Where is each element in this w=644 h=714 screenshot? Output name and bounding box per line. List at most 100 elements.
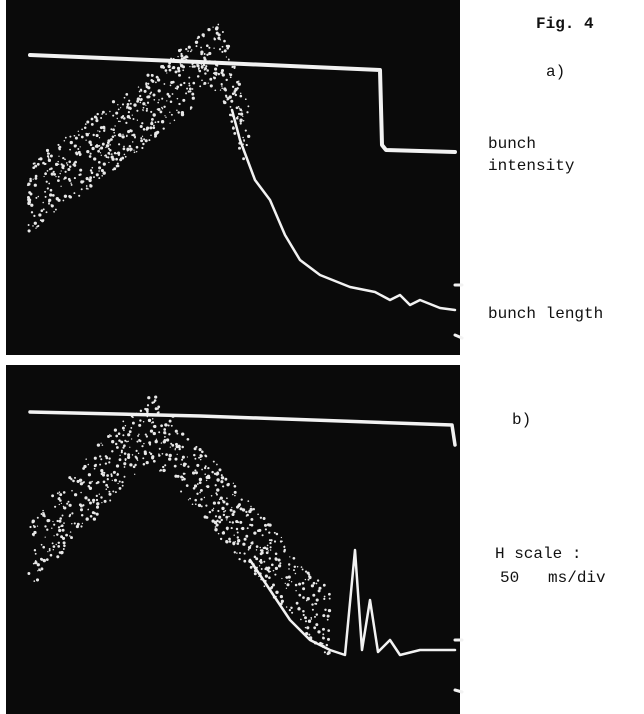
speckle-dot bbox=[266, 544, 269, 547]
speckle-dot bbox=[40, 209, 44, 212]
speckle-dot bbox=[247, 546, 252, 550]
speckle-dot bbox=[34, 552, 37, 555]
speckle-dot bbox=[79, 508, 84, 512]
speckle-dot bbox=[217, 501, 221, 505]
speckle-dot bbox=[115, 111, 119, 115]
speckle-dot bbox=[214, 526, 217, 528]
speckle-dot bbox=[108, 457, 111, 460]
speckle-dot bbox=[285, 576, 289, 579]
speckle-dot bbox=[55, 175, 57, 178]
speckle-dot bbox=[249, 566, 253, 569]
speckle-dot bbox=[218, 515, 222, 519]
speckle-dot bbox=[156, 78, 161, 82]
speckle-dot bbox=[176, 87, 179, 90]
speckle-dot bbox=[193, 447, 197, 451]
length-trace-b bbox=[248, 548, 457, 657]
speckle-dot bbox=[226, 519, 228, 521]
speckle-dot bbox=[60, 525, 62, 528]
speckle-dot bbox=[200, 46, 203, 49]
speckle-dot bbox=[152, 431, 156, 436]
speckle-dot bbox=[57, 541, 61, 545]
speckle-dot bbox=[70, 182, 72, 184]
speckle-dot bbox=[58, 519, 62, 523]
speckle-dot bbox=[192, 81, 196, 85]
speckle-dot bbox=[233, 89, 237, 93]
speckle-dot bbox=[322, 633, 325, 636]
speckle-dot bbox=[110, 473, 113, 476]
speckle-dot bbox=[105, 483, 108, 487]
speckle-dot bbox=[194, 469, 197, 472]
speckle-dot bbox=[283, 545, 286, 547]
speckle-dot bbox=[327, 608, 332, 613]
speckle-dot bbox=[306, 626, 310, 630]
speckle-dot bbox=[203, 53, 206, 55]
speckle-dot bbox=[216, 488, 220, 492]
speckle-dot bbox=[218, 520, 222, 524]
speckle-dot bbox=[194, 40, 199, 44]
speckle-dot bbox=[177, 111, 180, 114]
speckle-dot bbox=[28, 197, 31, 199]
speckle-dot bbox=[246, 111, 249, 114]
speckle-dot bbox=[220, 476, 225, 480]
speckle-dot bbox=[142, 463, 146, 466]
speckle-dot bbox=[63, 522, 65, 524]
speckle-dot bbox=[253, 572, 257, 576]
speckle-dot bbox=[157, 76, 159, 79]
speckle-dot bbox=[48, 168, 51, 171]
speckle-dot bbox=[191, 92, 195, 96]
speckle-dot bbox=[105, 144, 110, 148]
speckle-dot bbox=[120, 440, 124, 444]
speckle-dot bbox=[103, 471, 106, 474]
speckle-dot bbox=[233, 551, 236, 554]
speckle-dot bbox=[166, 72, 168, 74]
speckle-dot bbox=[265, 566, 268, 569]
speckle-dot bbox=[84, 123, 87, 125]
speckle-dot bbox=[245, 534, 249, 538]
annotation: bunch length bbox=[488, 305, 603, 323]
speckle-dot bbox=[217, 36, 221, 40]
speckle-dot bbox=[117, 151, 121, 155]
speckle-dot bbox=[61, 528, 65, 532]
speckle-dot bbox=[243, 139, 246, 142]
speckle-dot bbox=[161, 97, 164, 100]
speckle-dot bbox=[182, 65, 185, 69]
speckle-dot bbox=[293, 565, 297, 569]
speckle-dot bbox=[222, 500, 226, 504]
speckle-dot bbox=[69, 513, 72, 516]
speckle-dot bbox=[43, 163, 46, 166]
speckle-dot bbox=[123, 429, 125, 432]
speckle-dot bbox=[121, 484, 124, 487]
speckle-dot bbox=[290, 606, 293, 610]
speckle-dot bbox=[142, 457, 145, 460]
speckle-dot bbox=[133, 151, 136, 154]
speckle-dot bbox=[151, 79, 155, 83]
speckle-dot bbox=[191, 96, 195, 100]
speckle-dot bbox=[230, 99, 234, 103]
speckle-dot bbox=[136, 440, 139, 443]
speckle-dot bbox=[180, 490, 183, 493]
speckle-dot bbox=[163, 469, 166, 472]
figure-label: Fig. 4 bbox=[536, 15, 594, 33]
speckle-dot bbox=[241, 526, 245, 531]
speckle-dot bbox=[221, 87, 223, 90]
speckle-dot bbox=[168, 453, 172, 458]
speckle-dot bbox=[104, 154, 107, 157]
speckle-dot bbox=[104, 462, 108, 465]
speckle-dot bbox=[27, 229, 31, 233]
speckle-dot bbox=[242, 157, 246, 161]
speckle-dot bbox=[62, 548, 65, 550]
speckle-dot bbox=[145, 107, 149, 110]
speckle-dot bbox=[224, 94, 228, 97]
speckle-dot bbox=[198, 481, 202, 485]
speckle-dot bbox=[131, 454, 134, 456]
speckle-dot bbox=[237, 539, 241, 543]
speckle-dot bbox=[300, 566, 303, 568]
speckle-dot bbox=[304, 626, 307, 629]
speckle-dot bbox=[34, 174, 38, 178]
speckle-dot bbox=[153, 399, 157, 402]
speckle-dot bbox=[163, 428, 167, 431]
speckle-dot bbox=[108, 161, 110, 164]
speckle-dot bbox=[191, 503, 194, 505]
speckle-dot bbox=[199, 488, 203, 492]
panel-label: a) bbox=[546, 63, 565, 81]
